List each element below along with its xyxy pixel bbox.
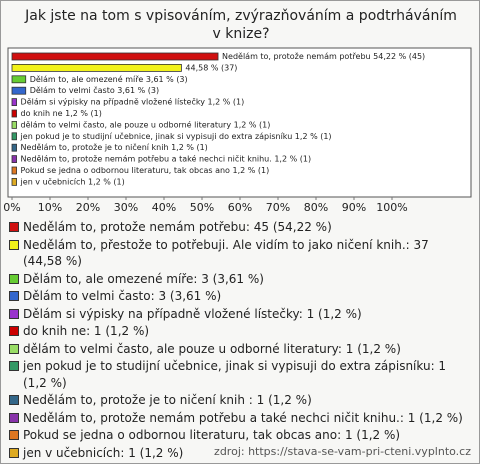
x-tick-label: 40% [152, 201, 176, 214]
value-label: Nedělám to, protože je to ničení knih 1,… [21, 142, 208, 152]
legend-label: Dělám to velmi často: 3 (3,61 %) [23, 289, 222, 303]
legend-item: Nedělám to, přestože to potřebuji. Ale v… [9, 237, 471, 270]
value-label: jen v učebnicích 1,2 % (1) [20, 176, 125, 186]
bar [11, 121, 17, 129]
x-tick-label: 50% [190, 201, 214, 214]
bar [11, 86, 27, 95]
value-label: Nedělám to, protože nemám potřebu a také… [21, 154, 312, 164]
legend-label: dělám to velmi často, ale pouze u odborn… [23, 341, 401, 356]
x-tick-label: 80% [304, 201, 328, 214]
plot-frame [7, 47, 472, 198]
legend-label: Nedělám to, protože nemám potřebu: 45 (5… [23, 220, 332, 234]
legend-label: jen pokud je to studijní učebnice, jinak… [23, 359, 447, 390]
legend-swatch [9, 447, 19, 458]
legend-swatch [9, 291, 19, 301]
value-label: 44,58 % (37) [185, 63, 237, 72]
x-tick-label: 60% [228, 201, 252, 214]
legend-swatch [9, 395, 19, 405]
legend-item: jen pokud je to studijní učebnice, jinak… [9, 358, 471, 391]
x-tick-label: 20% [76, 201, 100, 214]
bar [11, 166, 17, 175]
bar [11, 143, 17, 152]
value-label: Dělám si výpisky na případně vložené lís… [21, 97, 245, 107]
legend-swatch [9, 343, 19, 354]
x-tick-label: 100% [376, 201, 407, 214]
legend-item: Dělám to, ale omezené míře: 3 (3,61 %) [9, 271, 471, 288]
legend-label: Dělám si výpisky na případně vložené lís… [23, 306, 362, 321]
legend-item: Nedělám to, protože nemám potřebu: 45 (5… [9, 219, 471, 236]
legend-item: dělám to velmi často, ale pouze u odborn… [9, 341, 471, 358]
bar [11, 64, 182, 72]
x-tick-label: 70% [266, 201, 290, 214]
legend-label: Pokud se jedna o odbornou literaturu, ta… [23, 428, 401, 442]
legend: Nedělám to, protože nemám potřebu: 45 (5… [9, 219, 471, 462]
x-tick-label: 0% [3, 201, 20, 214]
legend-swatch [9, 412, 19, 423]
value-label: Dělám to, ale omezené míře 3,61 % (3) [30, 74, 188, 84]
legend-item: Dělám si výpisky na případně vložené lís… [9, 306, 471, 323]
bar [11, 98, 17, 106]
value-label: dělám to velmi často, ale pouze u odborn… [21, 119, 271, 129]
x-tick-label: 30% [114, 201, 138, 214]
legend-swatch [9, 430, 19, 440]
legend-label: do knih ne: 1 (1,2 %) [23, 324, 150, 338]
value-label: Pokud se jedna o odbornou literaturu, ta… [21, 166, 270, 175]
legend-label: Dělám to, ale omezené míře: 3 (3,61 %) [23, 271, 264, 286]
legend-swatch [9, 222, 19, 232]
bar [11, 177, 17, 186]
value-label: do knih ne 1,2 % (1) [21, 109, 102, 118]
bar [11, 132, 17, 141]
x-tick-label: 10% [38, 201, 62, 214]
legend-label: Nedělám to, přestože to potřebuji. Ale v… [23, 237, 429, 269]
legend-item: jen v učebnicích: 1 (1,2 %) [9, 445, 471, 462]
bar [11, 52, 219, 61]
x-tick-label: 90% [342, 201, 366, 214]
bar [11, 109, 17, 118]
value-label: Nedělám to, protože nemám potřebu 54,22 … [222, 52, 425, 61]
legend-label: jen v učebnicích: 1 (1,2 %) [23, 445, 184, 460]
legend-label: Nedělám to, protože je to ničení knih : … [23, 393, 312, 407]
legend-item: do knih ne: 1 (1,2 %) [9, 323, 471, 340]
legend-item: Pokud se jedna o odbornou literaturu, ta… [9, 427, 471, 444]
bar [11, 155, 17, 164]
chart-title: Jak jste na tom s vpisováním, zvýrazňová… [25, 8, 457, 42]
legend-swatch [9, 308, 19, 319]
value-label: jen pokud je to studijní učebnice, jinak… [20, 131, 332, 141]
source: zdroj: https://stava-se-vam-pri-cteni.vy… [214, 445, 471, 458]
chart: 0% 10% 20% 30% 40% 50% 60% 70% 80% 90% 100% Nedělám… [3, 47, 472, 214]
legend-item: Nedělám to, protože nemám potřebu a také… [9, 410, 471, 427]
legend-swatch [9, 326, 19, 336]
bar [11, 75, 27, 84]
legend-label: Nedělám to, protože nemám potřebu a také… [23, 410, 463, 425]
legend-swatch [9, 239, 19, 250]
legend-swatch [9, 273, 19, 284]
legend-item: Nedělám to, protože je to ničení knih : … [9, 392, 471, 409]
value-label: Dělám to velmi často 3,61 % (3) [30, 85, 159, 95]
legend-item: Dělám to velmi často: 3 (3,61 %) [9, 288, 471, 305]
legend-swatch [9, 361, 19, 371]
